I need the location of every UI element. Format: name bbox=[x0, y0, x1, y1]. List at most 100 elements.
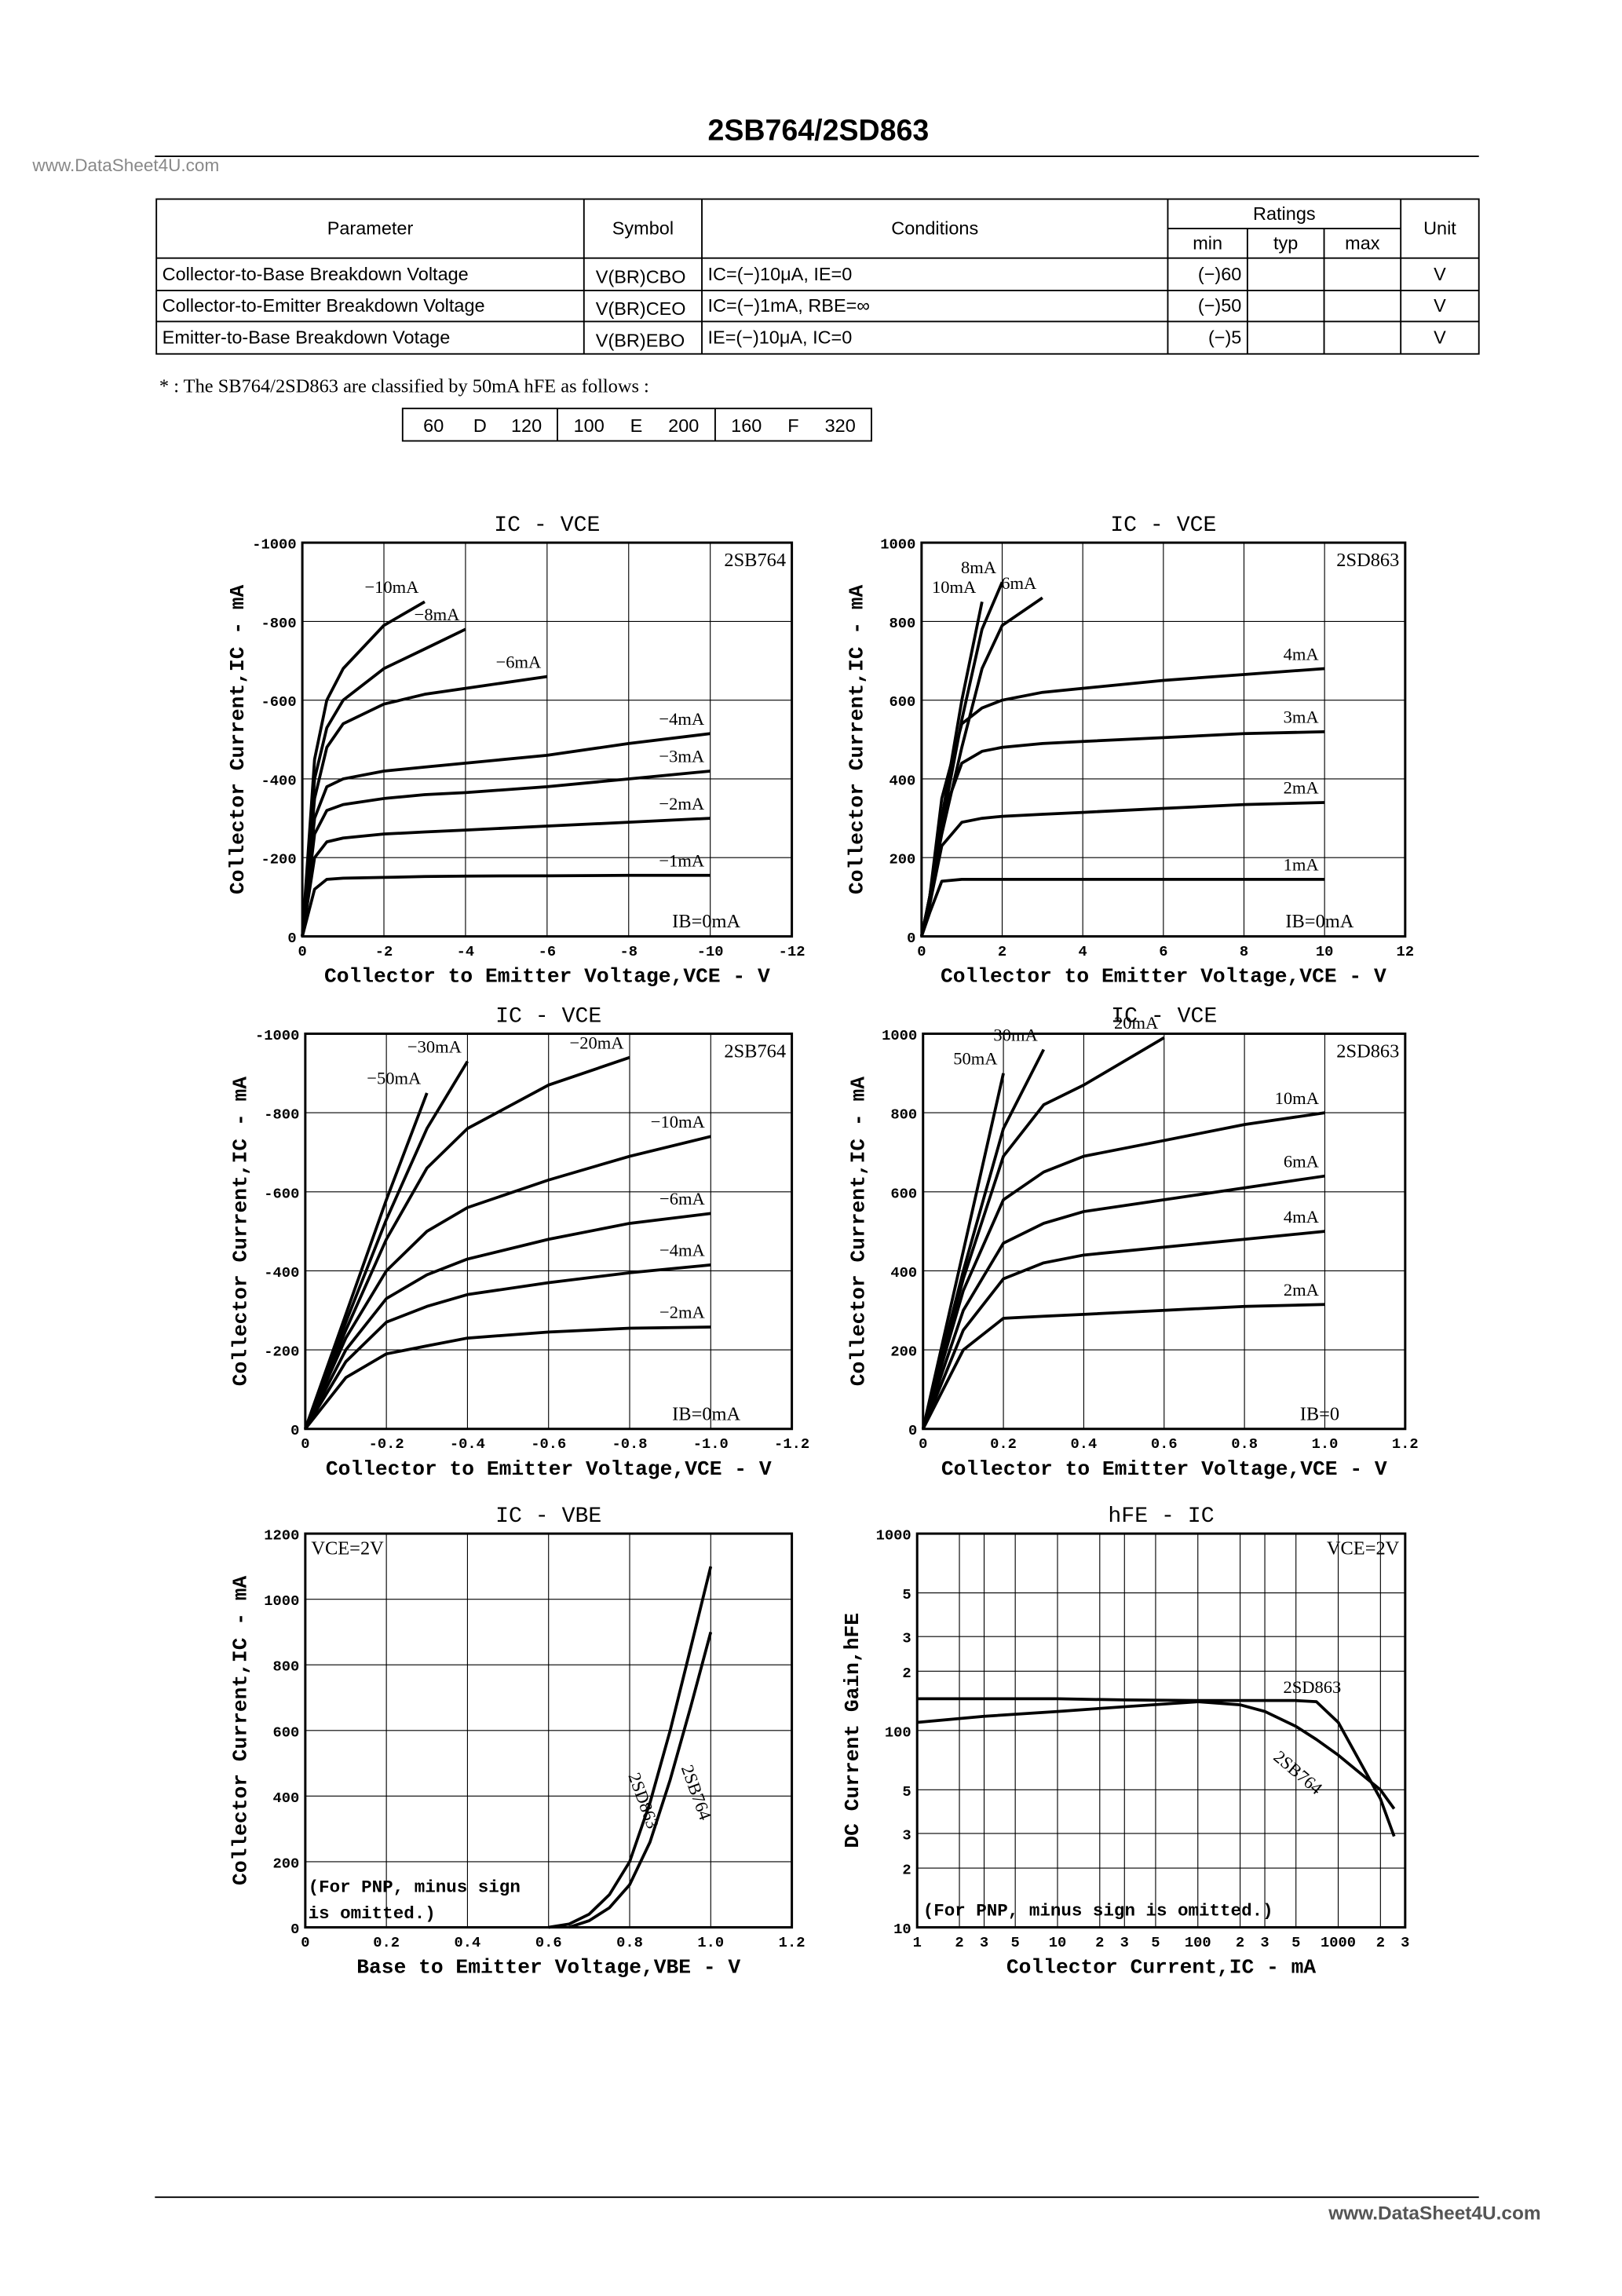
curve-label: 2mA bbox=[1284, 1280, 1320, 1300]
curve bbox=[921, 1174, 1325, 1430]
x-tick-label: 5 bbox=[1011, 1934, 1020, 1951]
curve-label: −4mA bbox=[659, 709, 704, 729]
curve bbox=[301, 675, 548, 937]
table-frame bbox=[155, 198, 1480, 355]
y-tick-label: 400 bbox=[273, 1790, 300, 1807]
class-cell: 60 bbox=[423, 415, 444, 436]
note: IB=0 bbox=[1300, 1403, 1339, 1424]
table-subheader: min bbox=[1193, 232, 1222, 253]
x-tick-label: 0.6 bbox=[535, 1934, 562, 1951]
x-axis-label: Base to Emitter Voltage,VBE - V bbox=[356, 1956, 740, 1980]
x-tick-label: 3 bbox=[1120, 1934, 1129, 1951]
y-tick-label: 800 bbox=[890, 1106, 917, 1124]
table-subheader: max bbox=[1345, 232, 1380, 253]
curve bbox=[921, 1230, 1325, 1430]
x-tick-label: 100 bbox=[1185, 1934, 1211, 1951]
x-tick-label: 1 bbox=[913, 1934, 922, 1951]
class-cell: F bbox=[787, 415, 798, 436]
x-tick-label: 1.2 bbox=[779, 1934, 806, 1951]
y-tick-label: -1000 bbox=[255, 1027, 299, 1044]
curve-label: −1mA bbox=[659, 851, 704, 871]
y-tick-label: 100 bbox=[885, 1724, 911, 1741]
curve bbox=[922, 1303, 1325, 1430]
y-tick-label: -600 bbox=[264, 1185, 299, 1202]
y-tick-label: 1000 bbox=[876, 1527, 911, 1545]
table-cell: V(BR)CBO bbox=[596, 267, 686, 287]
table-cell: V bbox=[1434, 327, 1446, 348]
curve-label: 2SD863 bbox=[1283, 1677, 1341, 1697]
x-axis-label: Collector to Emitter Voltage,VCE - V bbox=[324, 965, 770, 989]
x-tick-label: 8 bbox=[1240, 943, 1248, 960]
x-tick-label: -10 bbox=[697, 943, 724, 960]
table-header: Parameter bbox=[327, 218, 414, 239]
y-tick-label: 0 bbox=[290, 1422, 299, 1439]
curve-label: 8mA bbox=[961, 558, 997, 577]
x-tick-label: -1.2 bbox=[774, 1435, 809, 1453]
curve bbox=[921, 1073, 1005, 1430]
x-tick-label: 1000 bbox=[1321, 1934, 1356, 1951]
curve-label: −30mA bbox=[407, 1036, 462, 1056]
chart: 1 2 3 5 10 2 3 5 100 2 3 5 1000 2 3102351002351000hFE … bbox=[841, 1504, 1409, 1980]
curve-label: −10mA bbox=[651, 1112, 706, 1132]
chart-title: IC - VCE bbox=[1111, 1004, 1217, 1029]
y-tick-label: 600 bbox=[273, 1724, 300, 1741]
x-tick-label: 0 bbox=[298, 943, 306, 960]
note: IB=0mA bbox=[1285, 911, 1353, 932]
x-tick-label: 3 bbox=[1260, 1934, 1269, 1951]
curve-label: −2mA bbox=[659, 794, 704, 813]
curve-label: 2SB764 bbox=[678, 1762, 715, 1823]
curve-label: 4mA bbox=[1284, 644, 1320, 664]
x-tick-label: 0.4 bbox=[1071, 1435, 1098, 1453]
table-cell: Collector-to-Emitter Breakdown Voltage bbox=[163, 295, 485, 316]
x-axis-label: Collector to Emitter Voltage,VCE - V bbox=[941, 1457, 1387, 1481]
x-tick-label: 2 bbox=[1236, 1934, 1244, 1951]
condition: VCE=2V bbox=[311, 1537, 384, 1559]
y-axis-label: DC Current Gain,hFE bbox=[841, 1613, 864, 1848]
x-tick-label: 0.4 bbox=[455, 1934, 481, 1951]
x-axis-label: Collector Current,IC - mA bbox=[1006, 1956, 1317, 1980]
class-cell: 100 bbox=[574, 415, 605, 436]
class-cell: 120 bbox=[511, 415, 542, 436]
x-tick-label: 2 bbox=[955, 1934, 963, 1951]
y-axis-label: Collector Current,IC - mA bbox=[229, 1077, 253, 1387]
y-tick-label: 0 bbox=[290, 1921, 299, 1938]
x-tick-label: 0.2 bbox=[990, 1435, 1017, 1453]
y-tick-label: -200 bbox=[261, 851, 297, 868]
watermark: www.DataSheet4U.com bbox=[31, 155, 219, 175]
note: IB=0mA bbox=[672, 911, 740, 932]
y-tick-label: 200 bbox=[890, 1344, 917, 1361]
chart: 0 2 4 6 8 10 12 0 200 400 600 800 1000 IC - VCE Collec… bbox=[846, 514, 1414, 989]
chart: 0 0.2 0.4 0.6 0.8 1.0 1.2 0 200 400 600 800 1000 IC -… bbox=[847, 1004, 1419, 1481]
table-cell: Collector-to-Base Breakdown Voltage bbox=[163, 264, 469, 284]
curve bbox=[921, 1111, 1325, 1430]
condition: VCE=2V bbox=[1327, 1537, 1400, 1559]
curve bbox=[301, 627, 466, 937]
table-cell: IC=(−)1mA, RBE=∞ bbox=[708, 295, 870, 316]
table-cell: IE=(−)10μA, IC=0 bbox=[708, 327, 853, 348]
curve-label: 2SB764 bbox=[1270, 1746, 1327, 1798]
chart-title: IC - VCE bbox=[495, 1004, 601, 1029]
curve bbox=[920, 667, 1325, 937]
class-table-frame bbox=[401, 408, 872, 442]
y-tick-label: 200 bbox=[273, 1855, 300, 1872]
table-cell: (−)5 bbox=[1208, 327, 1241, 348]
y-tick-label: 1000 bbox=[264, 1592, 299, 1610]
curve-label: 10mA bbox=[1275, 1088, 1320, 1108]
y-tick-label: 1200 bbox=[264, 1527, 299, 1545]
chart-title: IC - VBE bbox=[495, 1504, 601, 1529]
curve-label: 3mA bbox=[1284, 707, 1320, 727]
table-subheader: typ bbox=[1273, 232, 1298, 253]
y-tick-label: -1000 bbox=[252, 536, 296, 554]
class-cell: D bbox=[473, 415, 487, 436]
x-tick-label: 0 bbox=[301, 1934, 309, 1951]
curve bbox=[548, 1566, 713, 1929]
note: (For PNP, minus sign is omitted.) bbox=[923, 1900, 1273, 1921]
y-tick-label: -400 bbox=[264, 1264, 299, 1281]
y-tick-label: 5 bbox=[902, 1586, 911, 1603]
x-tick-label: -0.4 bbox=[450, 1435, 485, 1453]
curve-label: 50mA bbox=[953, 1049, 998, 1069]
y-axis-label: Collector Current,IC - mA bbox=[229, 1575, 253, 1885]
x-tick-label: -6 bbox=[539, 943, 557, 960]
table-header: Ratings bbox=[1253, 203, 1316, 224]
